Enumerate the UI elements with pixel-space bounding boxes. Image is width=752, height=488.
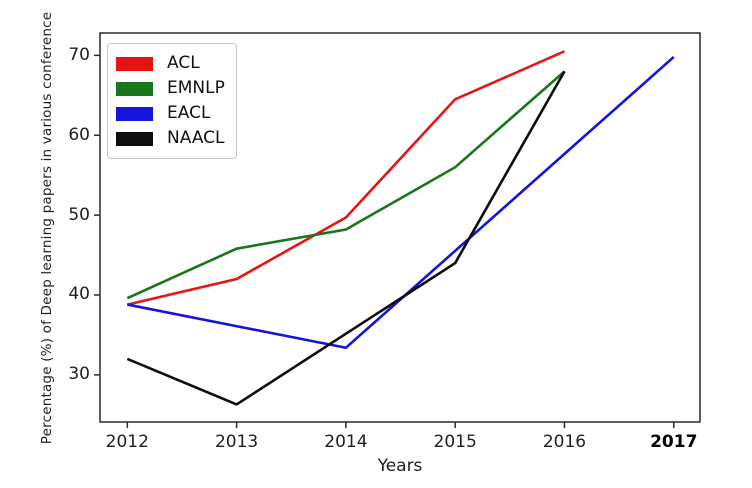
legend-item-eacl: EACL	[116, 101, 226, 126]
plot-border	[99, 32, 701, 423]
y-tick-label-30: 30	[68, 364, 90, 385]
x-tick-label-2014: 2014	[324, 432, 368, 452]
y-tick-label-60: 60	[68, 124, 90, 145]
x-axis-label: Years	[377, 456, 423, 476]
x-tick-label-2015: 2015	[433, 432, 477, 452]
legend-swatch-emnlp	[116, 81, 153, 96]
x-tick-label-2017: 2017	[650, 432, 698, 452]
legend-label-naacl: NAACL	[167, 128, 225, 148]
y-tick-label-70: 70	[68, 44, 90, 65]
legend-item-acl: ACL	[116, 51, 226, 76]
legend-swatch-naacl	[116, 131, 153, 146]
x-tick-label-2016: 2016	[542, 432, 587, 452]
legend-label-acl: ACL	[167, 53, 200, 73]
legend-swatch-acl	[116, 56, 153, 71]
series-line-acl	[127, 50, 566, 306]
legend-swatch-eacl	[116, 106, 153, 121]
x-tick-label-2013: 2013	[214, 432, 259, 452]
y-tick-label-50: 50	[68, 204, 90, 225]
legend-label-eacl: EACL	[167, 103, 211, 123]
legend: ACL EMNLP EACL NAACL	[107, 43, 237, 159]
legend-label-emnlp: EMNLP	[167, 78, 225, 98]
legend-item-naacl: NAACL	[116, 126, 226, 151]
series-line-naacl	[126, 70, 566, 406]
legend-item-emnlp: EMNLP	[116, 76, 226, 101]
x-tick-label-2012: 2012	[105, 432, 149, 452]
series-line-emnlp	[126, 70, 566, 300]
series-line-eacl	[127, 55, 675, 350]
y-tick-label-40: 40	[68, 284, 90, 305]
